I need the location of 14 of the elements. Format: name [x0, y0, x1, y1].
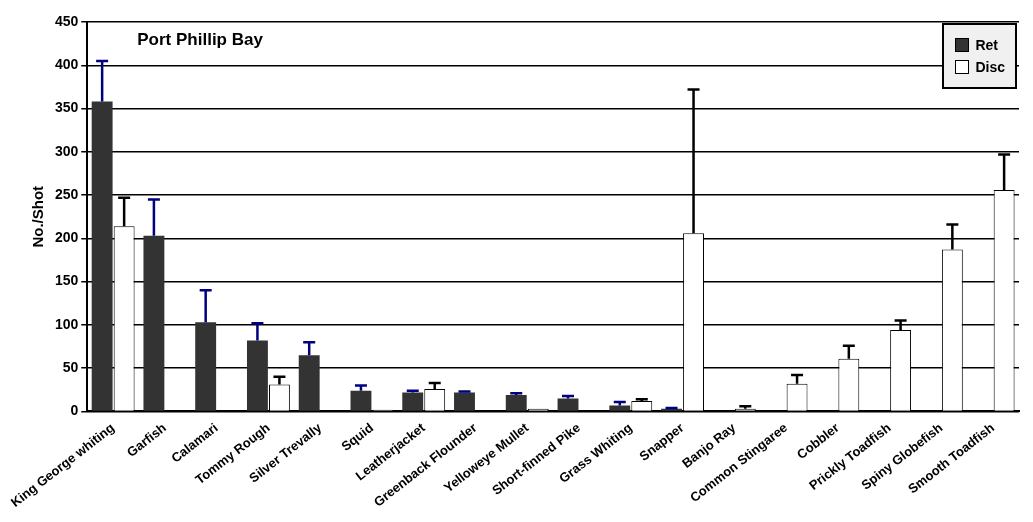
text: Port Phillip Bay	[137, 30, 264, 50]
y-tick-label: 400	[54, 56, 79, 73]
y-tick-label: 300	[54, 142, 79, 159]
y-axis-title: No./Shot	[29, 185, 47, 248]
y-tick-label: 100	[54, 315, 79, 332]
legend-label: Ret	[975, 37, 998, 53]
y-tick-label: 450	[54, 12, 79, 29]
y-tick-label: 350	[54, 99, 79, 116]
y-tick-label: 250	[54, 185, 79, 202]
y-tick-label: 150	[54, 272, 79, 289]
y-tick-label: 50	[62, 359, 79, 376]
y-tick-label: 0	[70, 402, 79, 419]
legend-label: Disc	[975, 59, 1005, 75]
y-tick-label: 200	[54, 229, 79, 246]
